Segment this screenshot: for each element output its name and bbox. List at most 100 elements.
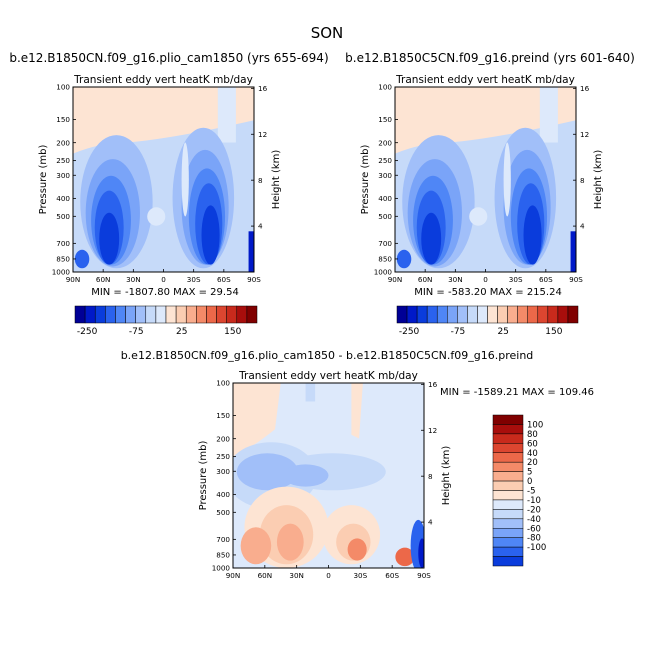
colorbar-label: -5 [527, 487, 535, 497]
colorbar-label: -75 [451, 327, 466, 337]
y-tick-label: 700 [216, 535, 230, 544]
y-tick-label: 150 [216, 411, 230, 420]
y-axis-label: Pressure (mb) [360, 145, 371, 215]
contour-field [73, 87, 254, 272]
colorbar-swatch [492, 490, 524, 501]
panel3-title: b.e12.B1850CN.f09_g16.plio_cam1850 - b.e… [120, 349, 534, 362]
colorbar-swatch [492, 461, 524, 472]
y-tick-label: 1000 [52, 268, 71, 277]
y-tick-label: 250 [56, 156, 70, 165]
x-tick-label: 90S [247, 275, 261, 284]
x-tick-label: 0 [326, 571, 331, 580]
x-tick-label: 60N [418, 275, 433, 284]
x-tick-label: 90S [569, 275, 583, 284]
x-tick-label: 90N [66, 275, 81, 284]
colorbar-swatch [492, 537, 524, 548]
panel2-title: b.e12.B1850C5CN.f09_g16.preind (yrs 601-… [345, 51, 635, 65]
colorbar-swatch [492, 424, 524, 435]
colorbar-label: 0 [527, 477, 532, 487]
y-tick-label: 300 [378, 171, 392, 180]
y-tick-label: 250 [378, 156, 392, 165]
colorbar-swatch [492, 499, 524, 510]
y2-tick-label: 8 [258, 176, 263, 185]
colorbar-label: -250 [399, 327, 420, 337]
colorbar-label: 80 [527, 430, 538, 440]
colorbar-swatch [492, 509, 524, 520]
x-tick-label: 0 [483, 275, 488, 284]
y2-tick-label: 4 [258, 222, 263, 231]
panel3-stats: MIN = -1589.21 MAX = 109.46 [440, 387, 594, 398]
colorbar-label: -40 [527, 515, 541, 525]
x-tick-label: 30S [509, 275, 523, 284]
y2-tick-label: 8 [580, 176, 585, 185]
chart-subtitle: Transient eddy vert heatK mb/day [395, 74, 575, 86]
y-tick-label: 100 [56, 83, 70, 92]
y2-tick-label: 16 [258, 84, 268, 93]
colorbar-label: 150 [224, 327, 241, 337]
y-tick-label: 850 [216, 551, 230, 560]
y2-tick-label: 12 [258, 130, 267, 139]
y-tick-label: 250 [216, 452, 230, 461]
y-tick-label: 300 [216, 467, 230, 476]
x-tick-label: 60N [96, 275, 111, 284]
y-tick-label: 100 [216, 379, 230, 388]
y-tick-label: 300 [56, 171, 70, 180]
panel1-stats: MIN = -1807.80 MAX = 29.54 [91, 287, 239, 298]
colorbar-label: 25 [176, 327, 187, 337]
colorbar-swatch [492, 443, 524, 453]
y-tick-label: 150 [378, 115, 392, 124]
x-tick-label: 30N [448, 275, 463, 284]
y-tick-label: 400 [378, 194, 392, 203]
season-title: SON [310, 24, 344, 42]
x-tick-label: 60N [258, 571, 273, 580]
colorbar-label: -10 [527, 496, 541, 506]
colorbar-swatch [492, 452, 524, 463]
colorbar-label: 60 [527, 439, 538, 449]
y-tick-label: 850 [378, 255, 392, 264]
x-tick-label: 30S [187, 275, 201, 284]
y2-tick-label: 4 [428, 518, 433, 527]
x-tick-label: 60S [217, 275, 231, 284]
x-tick-label: 60S [385, 571, 399, 580]
y2-tick-label: 12 [428, 426, 437, 435]
chart-subtitle: Transient eddy vert heatK mb/day [73, 74, 253, 86]
y-tick-label: 1000 [212, 564, 231, 573]
contour-field [233, 383, 424, 568]
y-tick-label: 200 [378, 138, 392, 147]
colorbar-label: 20 [527, 458, 538, 468]
x-tick-label: 30S [353, 571, 367, 580]
chart-subtitle: Transient eddy vert heatK mb/day [238, 370, 418, 382]
y-tick-label: 700 [378, 239, 392, 248]
y2-axis-label: Height (km) [441, 446, 452, 506]
colorbar-label: 5 [527, 468, 532, 478]
colorbar-label: 40 [527, 449, 538, 459]
colorbar-swatch [567, 305, 579, 324]
colorbar-label: -250 [77, 327, 98, 337]
colorbar-swatch [492, 433, 524, 444]
colorbar-label: -75 [129, 327, 144, 337]
y-tick-label: 400 [56, 194, 70, 203]
colorbar-swatch [492, 414, 524, 425]
y2-tick-label: 16 [428, 380, 438, 389]
y-axis-label: Pressure (mb) [198, 441, 209, 511]
y-tick-label: 200 [216, 434, 230, 443]
panel1-title: b.e12.B1850CN.f09_g16.plio_cam1850 (yrs … [9, 51, 329, 65]
y-tick-label: 400 [216, 490, 230, 499]
colorbar-swatch [492, 556, 524, 567]
colorbar-label: -60 [527, 524, 541, 534]
colorbar-swatch [492, 471, 524, 482]
colorbar-swatch [246, 305, 258, 324]
y2-tick-label: 8 [428, 472, 433, 481]
y-axis-label: Pressure (mb) [38, 145, 49, 215]
x-tick-label: 30N [126, 275, 141, 284]
y-tick-label: 500 [378, 212, 392, 221]
y2-tick-label: 4 [580, 222, 585, 231]
colorbar-swatch [492, 480, 524, 491]
panel2-stats: MIN = -583.20 MAX = 215.24 [414, 287, 562, 298]
y-tick-label: 500 [56, 212, 70, 221]
